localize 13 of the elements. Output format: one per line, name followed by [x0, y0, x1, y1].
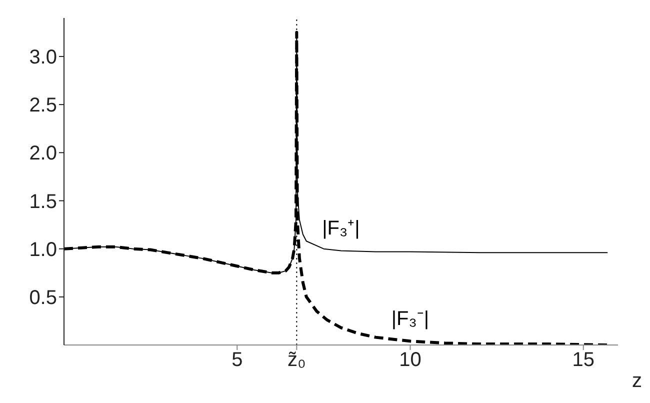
y-tick-label: 1.0	[29, 238, 57, 261]
series-label: |F₃⁺|	[322, 218, 360, 240]
x-tick-label: z̃₀	[288, 349, 306, 372]
y-tick-label: 2.5	[29, 94, 57, 117]
y-tick-label: 0.5	[29, 287, 57, 310]
y-tick-label: 3.0	[29, 46, 57, 69]
y-tick-label: 2.0	[29, 142, 57, 165]
x-tick-label: 10	[399, 349, 422, 372]
y-tick-label: 1.5	[29, 190, 57, 213]
x-tick-label: 5	[232, 349, 243, 372]
series-label: |F₃⁻|	[391, 308, 430, 330]
x-tick-label: 15	[572, 349, 594, 372]
x-axis-title: z	[632, 370, 642, 392]
